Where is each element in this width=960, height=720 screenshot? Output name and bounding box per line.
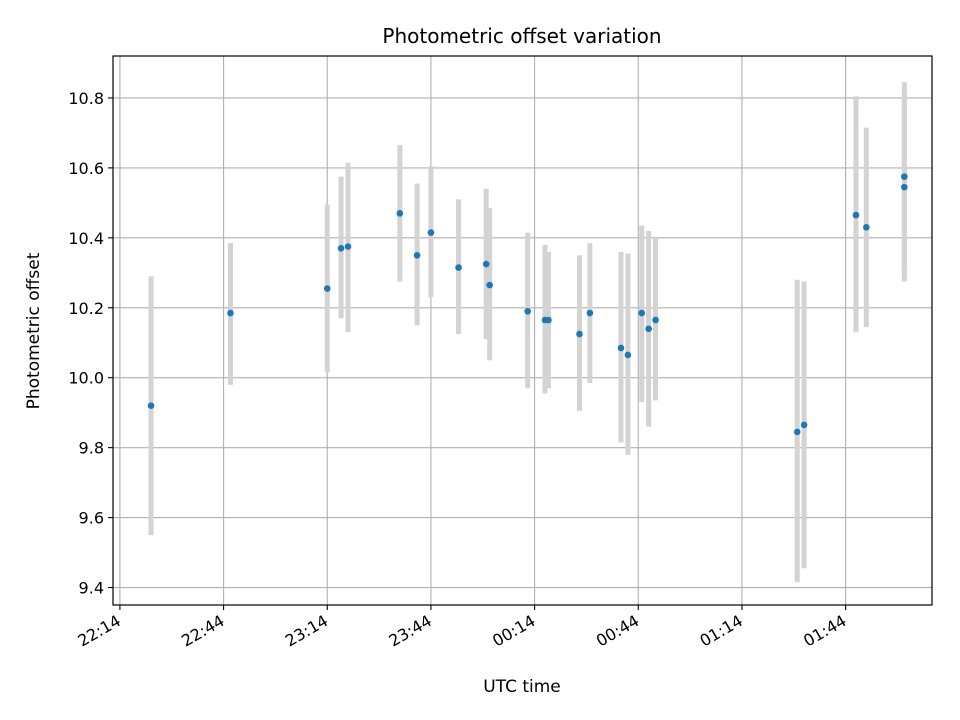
data-point: [455, 264, 462, 271]
data-point: [147, 402, 155, 409]
data-point: [800, 421, 808, 429]
data-point: [645, 325, 652, 333]
data-point: [482, 260, 490, 268]
data-point: [586, 309, 594, 317]
y-tick-label: 10.8: [68, 89, 104, 108]
data-point: [901, 173, 908, 180]
y-axis-ticks: 9.4 9.6 9.8 10.0 10.2 10.4 10.6 10.8: [68, 89, 113, 598]
data-point: [323, 285, 331, 292]
data-point: [524, 307, 531, 315]
y-axis-label: Photometric offset: [24, 252, 44, 409]
x-axis-label: UTC time: [483, 677, 561, 697]
data-point: [863, 224, 870, 231]
data-point: [344, 243, 352, 250]
y-tick-label: 10.6: [68, 159, 104, 178]
y-tick-label: 10.4: [68, 229, 104, 248]
data-point: [545, 316, 552, 324]
data-point: [617, 344, 625, 352]
y-tick-label: 10.0: [68, 369, 104, 388]
y-tick-label: 9.8: [79, 439, 104, 458]
data-point: [576, 330, 583, 338]
data-point: [901, 183, 908, 191]
y-tick-label: 9.4: [79, 579, 104, 598]
point-layer: [147, 173, 908, 436]
data-point: [337, 245, 345, 252]
data-point: [793, 428, 801, 436]
data-point: [852, 211, 860, 219]
y-tick-label: 10.2: [68, 299, 104, 318]
data-point: [427, 229, 435, 236]
chart-title: Photometric offset variation: [382, 24, 661, 48]
data-point: [652, 316, 659, 324]
data-point: [638, 309, 646, 317]
plot-area-frame: [112, 55, 933, 606]
data-point: [227, 309, 234, 317]
y-tick-label: 9.6: [79, 509, 104, 528]
data-point: [396, 210, 404, 217]
data-point: [413, 252, 421, 259]
data-point: [624, 351, 632, 359]
data-point: [486, 281, 493, 289]
